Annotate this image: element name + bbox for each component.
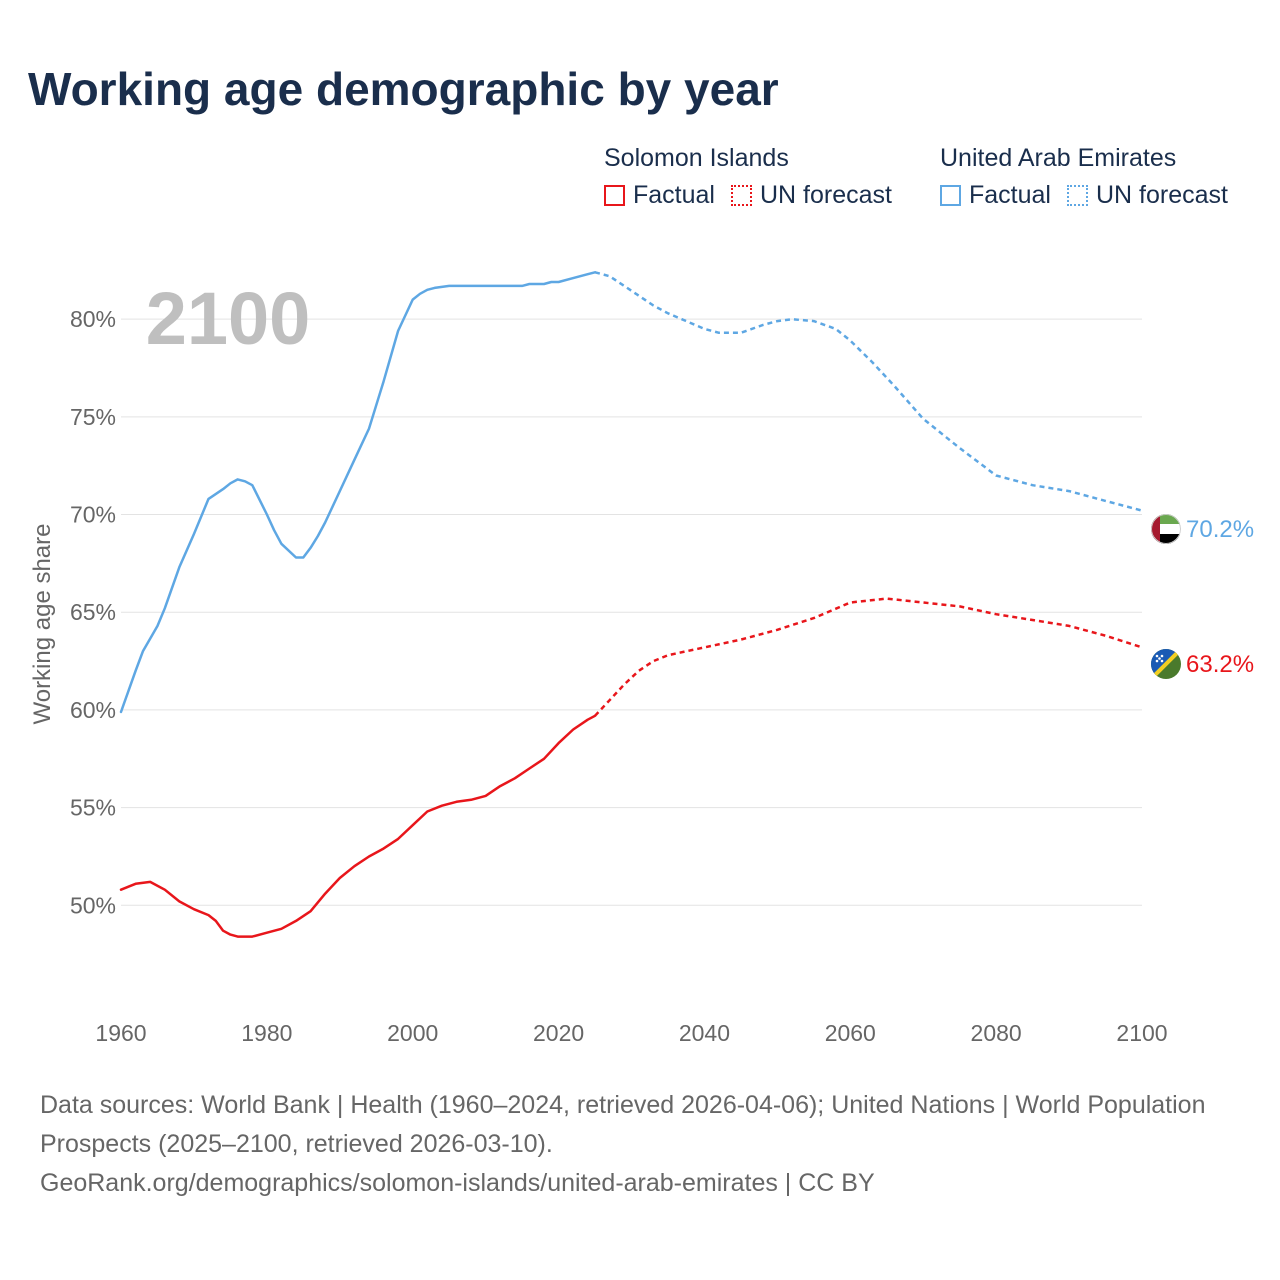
uae-flag-icon [1151,514,1181,544]
attribution: GeoRank.org/demographics/solomon-islands… [40,1169,875,1197]
data-sources: Data sources: World Bank | Health (1960–… [40,1091,1206,1158]
legend-item-factual[interactable]: Factual [940,180,1051,210]
legend-item-factual[interactable]: Factual [604,180,715,210]
footer: Data sources: World Bank | Health (1960–… [40,1086,1240,1203]
legend-group-united-arab-emirates: United Arab Emirates Factual UN forecast [940,140,1228,210]
y-tick-label: 80% [70,306,116,332]
legend-group-solomon-islands: Solomon Islands Factual UN forecast [604,140,892,210]
x-tick-label: 1980 [241,1020,292,1046]
legend-group-name: Solomon Islands [604,144,789,172]
y-tick-label: 55% [70,795,116,821]
solomon-islands-flag-icon [1151,649,1181,679]
uae-end-label: 70.2% [1186,516,1254,543]
chart-title: Working age demographic by year [28,63,779,115]
series-line-factual-solomon-islands[interactable] [119,714,597,938]
y-tick-label: 60% [70,697,116,723]
legend-swatch-solid-icon [604,184,625,206]
series-line-forecast-solomon-islands[interactable] [594,597,1143,717]
x-tick-label: 2000 [387,1020,438,1046]
x-tick-label: 2040 [679,1020,730,1046]
x-tick-label: 2020 [533,1020,584,1046]
legend-swatch-solid-icon [940,184,961,206]
y-tick-label: 65% [70,599,116,625]
legend-item-forecast[interactable]: UN forecast [1066,180,1228,210]
series-line-factual-united-arab-emirates[interactable] [119,271,597,714]
legend-swatch-dotted-icon [730,184,752,206]
y-tick-label: 75% [70,404,116,430]
series-line-forecast-united-arab-emirates[interactable] [594,271,1143,512]
legend-swatch-dotted-icon [1066,184,1088,206]
legend-group-name: United Arab Emirates [940,144,1177,172]
y-tick-label: 50% [70,892,116,918]
legend-item-label: Factual [969,181,1051,209]
solomon-islands-end-label: 63.2% [1186,651,1254,678]
legend-item-label: UN forecast [1095,181,1228,209]
legend-item-label: Factual [633,181,715,209]
year-watermark: 2100 [146,277,311,360]
x-tick-label: 2060 [825,1020,876,1046]
legend-item-label: UN forecast [759,181,892,209]
x-tick-label: 2100 [1116,1020,1167,1046]
y-tick-label: 70% [70,502,116,528]
x-tick-label: 2080 [971,1020,1022,1046]
x-tick-label: 1960 [95,1020,146,1046]
chart-plot: 50% 55% 60% 65% 70% 75% 80% 1960 1980 2000 2020 20… [29,271,1254,1046]
y-axis-label: Working age share [29,524,56,725]
legend-item-forecast[interactable]: UN forecast [730,180,892,210]
